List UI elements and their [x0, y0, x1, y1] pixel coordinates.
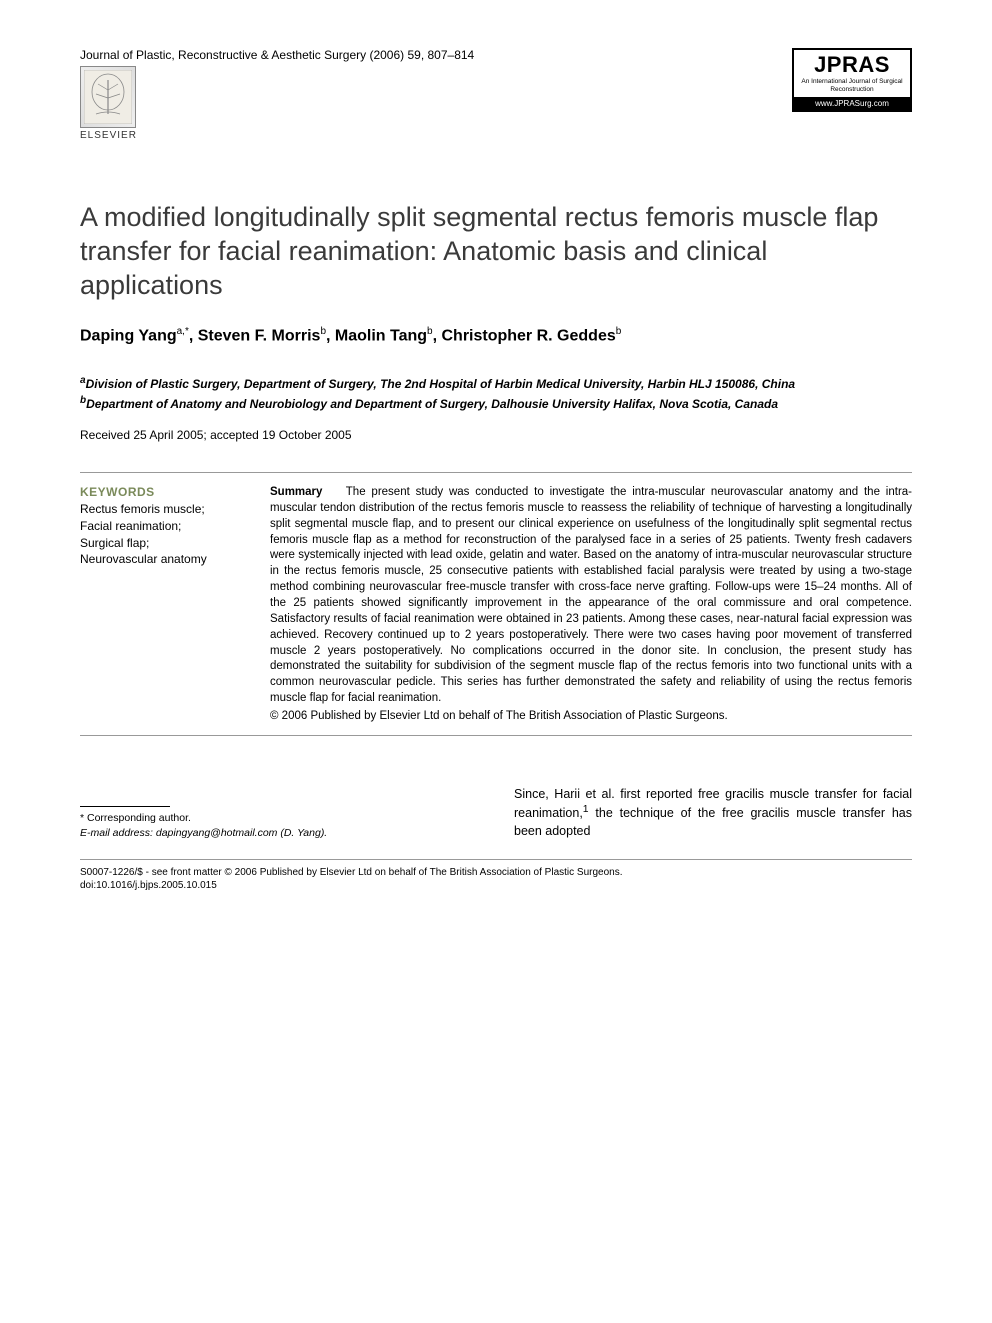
author-1: Daping Yang	[80, 328, 177, 345]
article-dates: Received 25 April 2005; accepted 19 Octo…	[80, 428, 912, 442]
corresponding-email: E-mail address: dapingyang@hotmail.com (…	[80, 826, 478, 841]
header-left: Journal of Plastic, Reconstructive & Aes…	[80, 48, 474, 141]
summary-column: Summary The present study was conducted …	[270, 485, 912, 725]
keywords-column: KEYWORDS Rectus femoris muscle; Facial r…	[80, 485, 240, 725]
page-footer: S0007-1226/$ - see front matter © 2006 P…	[80, 859, 912, 893]
corresponding-divider	[80, 806, 170, 807]
email-value: dapingyang@hotmail.com (D. Yang).	[153, 827, 327, 839]
jpras-title: JPRAS	[794, 50, 910, 78]
author-4: , Christopher R. Geddes	[433, 328, 616, 345]
publisher-logo-block: ELSEVIER	[80, 66, 474, 141]
journal-reference: Journal of Plastic, Reconstructive & Aes…	[80, 48, 474, 62]
authors-line: Daping Yanga,*, Steven F. Morris b , Maoli…	[80, 326, 912, 345]
author-1-affil: a,*	[177, 326, 189, 337]
left-column: * Corresponding author. E-mail address: …	[80, 786, 478, 841]
body-columns: * Corresponding author. E-mail address: …	[80, 786, 912, 841]
abstract-block: KEYWORDS Rectus femoris muscle; Facial r…	[80, 472, 912, 736]
corresponding-author-label: * Corresponding author.	[80, 811, 478, 826]
affiliation-b: bDepartment of Anatomy and Neurobiology …	[80, 394, 912, 412]
jpras-url: www.JPRASurg.com	[794, 97, 910, 110]
author-4-affil: b	[616, 326, 622, 337]
keywords-heading: KEYWORDS	[80, 485, 240, 499]
right-column: Since, Harii et al. first reported free …	[514, 786, 912, 841]
footer-copyright: S0007-1226/$ - see front matter © 2006 P…	[80, 866, 912, 880]
author-3: , Maolin Tang	[326, 328, 427, 345]
summary-copyright: © 2006 Published by Elsevier Ltd on beha…	[270, 709, 912, 725]
summary-text: The present study was conducted to inves…	[270, 486, 912, 704]
email-label: E-mail address:	[80, 827, 153, 839]
jpras-badge: JPRAS An International Journal of Surgic…	[792, 48, 912, 112]
affiliation-a: aDivision of Plastic Surgery, Department…	[80, 374, 912, 392]
publisher-name: ELSEVIER	[80, 130, 474, 141]
elsevier-tree-icon	[80, 66, 136, 128]
author-2: , Steven F. Morris	[189, 328, 321, 345]
article-title: A modified longitudinally split segmenta…	[80, 201, 912, 302]
page-header: Journal of Plastic, Reconstructive & Aes…	[80, 48, 912, 141]
summary-label: Summary	[270, 486, 322, 498]
jpras-subtitle: An International Journal of Surgical Rec…	[794, 78, 910, 97]
footer-doi: doi:10.1016/j.bjps.2005.10.015	[80, 879, 912, 893]
keywords-list: Rectus femoris muscle; Facial reanimatio…	[80, 501, 240, 568]
